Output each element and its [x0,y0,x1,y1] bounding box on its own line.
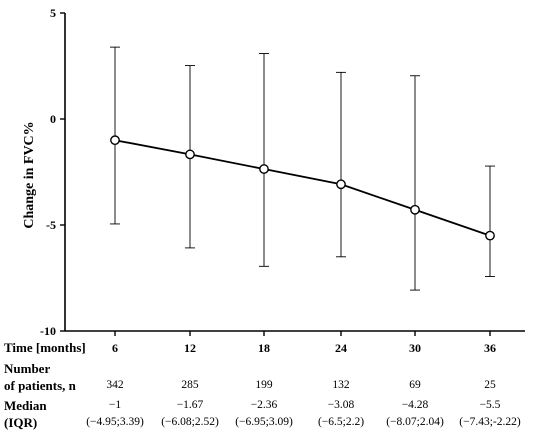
data-point-3 [336,179,346,190]
y-tick-label-2: -5 [46,218,56,232]
median-cell: −1 [108,399,122,411]
patients-cell: 132 [332,379,350,391]
patients-cell: 199 [255,379,273,391]
iqr-cell: (−8.07;2.04) [386,416,444,428]
median-cell: −1.67 [176,399,204,411]
data-point-5 [485,230,495,241]
series-line [114,139,491,237]
median-cell: −3.08 [327,399,355,411]
y-tick-label-1: 0 [50,112,56,126]
patients-row-label-2: of patients, n [4,378,76,393]
patients-cell: 69 [409,379,421,391]
iqr-cell: (−7.43;-2.22) [459,416,521,428]
y-tick-label-3: -10 [40,324,56,338]
data-point-1 [185,149,195,160]
y-tick-label-0: 5 [50,6,56,20]
patients-cell: 25 [484,379,496,391]
iqr-cell: (−6.08;2.52) [161,416,219,428]
median-row-label-1: Median [4,398,47,413]
x-tick-label-3: 24 [335,341,347,355]
data-point-0 [110,135,120,146]
patients-cell: 342 [106,379,124,391]
x-tick-label-0: 6 [112,341,118,355]
data-point-4 [410,204,420,215]
x-tick-label-5: 36 [484,341,496,355]
data-point-2 [259,164,269,174]
x-tick-label-2: 18 [258,341,270,355]
iqr-cell: (−6.5;2.2) [317,416,365,428]
median-row-label-2: (IQR) [4,415,38,430]
x-tick-label-1: 12 [184,341,196,355]
median-cell: −4.28 [401,399,429,411]
iqr-cell: (−6.95;3.09) [235,416,293,428]
median-cell: −2.36 [250,399,278,411]
y-axis-label: Change in FVC% [22,121,37,228]
x-tick-label-4: 30 [409,341,421,355]
patients-cell: 285 [181,379,199,391]
patients-row-label-1: Number [4,361,51,376]
time-row-label: Time [months] [4,340,86,355]
iqr-cell: (−4.95;3.39) [86,416,144,428]
median-cell: −5.5 [479,399,501,411]
